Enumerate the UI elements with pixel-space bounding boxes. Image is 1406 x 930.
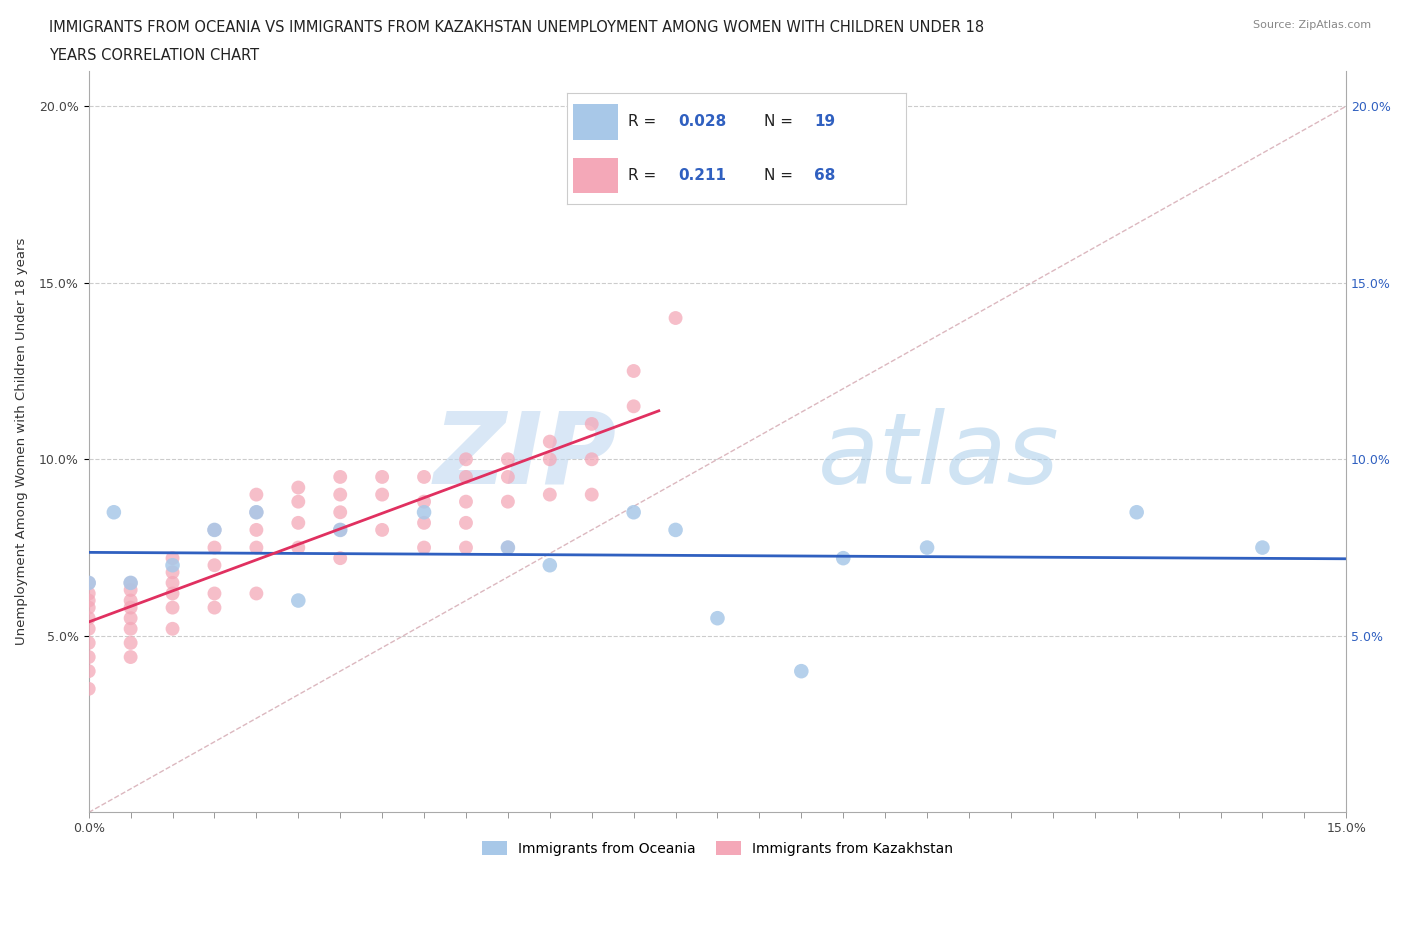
Point — [204, 586, 226, 601]
Point — [77, 593, 100, 608]
Point — [204, 523, 226, 538]
Point — [329, 470, 352, 485]
Point — [204, 600, 226, 615]
Y-axis label: Unemployment Among Women with Children Under 18 years: Unemployment Among Women with Children U… — [15, 238, 28, 645]
Point — [103, 505, 125, 520]
Point — [413, 470, 436, 485]
Text: 0.0%: 0.0% — [73, 822, 104, 835]
Text: YEARS CORRELATION CHART: YEARS CORRELATION CHART — [49, 48, 259, 63]
Point — [162, 600, 184, 615]
Text: ZIP: ZIP — [434, 408, 617, 505]
Point — [371, 523, 394, 538]
Point — [245, 487, 267, 502]
Point — [120, 600, 142, 615]
Point — [162, 586, 184, 601]
Point — [162, 558, 184, 573]
Point — [120, 621, 142, 636]
Text: 15.0%: 15.0% — [1326, 822, 1367, 835]
Point — [623, 399, 645, 414]
Point — [245, 505, 267, 520]
Point — [287, 494, 309, 509]
Point — [120, 576, 142, 591]
Point — [120, 611, 142, 626]
Point — [245, 505, 267, 520]
Point — [329, 487, 352, 502]
Point — [162, 621, 184, 636]
Point — [832, 551, 855, 565]
Point — [496, 540, 519, 555]
Point — [413, 505, 436, 520]
Point — [287, 540, 309, 555]
Point — [538, 434, 561, 449]
Point — [77, 682, 100, 697]
Point — [245, 523, 267, 538]
Point — [790, 664, 813, 679]
Point — [77, 576, 100, 591]
Point — [413, 515, 436, 530]
Point — [623, 364, 645, 379]
Point — [581, 452, 603, 467]
Text: Source: ZipAtlas.com: Source: ZipAtlas.com — [1253, 20, 1371, 31]
Point — [120, 635, 142, 650]
Point — [329, 551, 352, 565]
Point — [329, 523, 352, 538]
Point — [1125, 505, 1147, 520]
Point — [204, 523, 226, 538]
Point — [77, 650, 100, 665]
Point — [77, 576, 100, 591]
Point — [287, 480, 309, 495]
Point — [538, 452, 561, 467]
Point — [329, 505, 352, 520]
Point — [120, 582, 142, 597]
Point — [454, 494, 477, 509]
Point — [77, 600, 100, 615]
Point — [454, 515, 477, 530]
Point — [120, 650, 142, 665]
Point — [245, 586, 267, 601]
Point — [287, 593, 309, 608]
Point — [496, 470, 519, 485]
Point — [581, 417, 603, 432]
Point — [77, 611, 100, 626]
Point — [496, 452, 519, 467]
Point — [454, 452, 477, 467]
Point — [371, 470, 394, 485]
Point — [454, 540, 477, 555]
Text: IMMIGRANTS FROM OCEANIA VS IMMIGRANTS FROM KAZAKHSTAN UNEMPLOYMENT AMONG WOMEN W: IMMIGRANTS FROM OCEANIA VS IMMIGRANTS FR… — [49, 20, 984, 35]
Point — [204, 558, 226, 573]
Point — [496, 494, 519, 509]
Point — [413, 494, 436, 509]
Point — [77, 664, 100, 679]
Point — [581, 487, 603, 502]
Point — [162, 551, 184, 565]
Legend: Immigrants from Oceania, Immigrants from Kazakhstan: Immigrants from Oceania, Immigrants from… — [477, 835, 959, 861]
Point — [162, 576, 184, 591]
Point — [538, 487, 561, 502]
Point — [1251, 540, 1274, 555]
Point — [120, 576, 142, 591]
Point — [623, 505, 645, 520]
Point — [162, 565, 184, 579]
Point — [915, 540, 938, 555]
Point — [329, 523, 352, 538]
Point — [245, 540, 267, 555]
Point — [77, 621, 100, 636]
Point — [204, 540, 226, 555]
Point — [120, 593, 142, 608]
Point — [664, 311, 686, 325]
Point — [371, 487, 394, 502]
Point — [77, 586, 100, 601]
Point — [413, 540, 436, 555]
Point — [287, 515, 309, 530]
Point — [664, 523, 686, 538]
Point — [77, 635, 100, 650]
Point — [538, 558, 561, 573]
Text: atlas: atlas — [818, 408, 1060, 505]
Point — [706, 611, 728, 626]
Point — [454, 470, 477, 485]
Point — [496, 540, 519, 555]
